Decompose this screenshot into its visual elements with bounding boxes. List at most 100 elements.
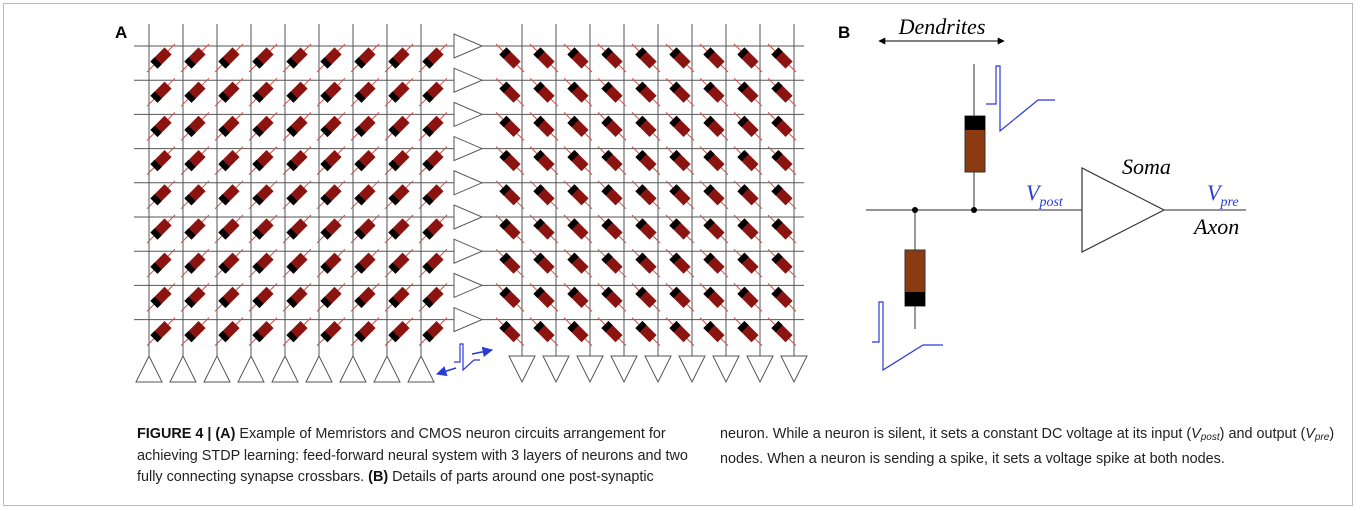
- memristor: [150, 149, 172, 172]
- memristor: [567, 286, 589, 309]
- memristor-cap: [669, 218, 681, 230]
- memristor-cap: [567, 286, 579, 299]
- memristor: [218, 149, 240, 172]
- memristor: [669, 47, 691, 69]
- memristor-cap: [771, 218, 783, 230]
- memristor-cap: [703, 115, 715, 128]
- caption-vpost-v: V: [1191, 426, 1201, 442]
- memristor-cap: [388, 194, 400, 206]
- memristor: [499, 47, 521, 69]
- memristor: [601, 184, 623, 206]
- memristor-cap: [635, 81, 647, 93]
- memristor: [669, 81, 691, 103]
- memristor: [150, 320, 172, 343]
- memristor-cap: [703, 218, 715, 230]
- memristor: [737, 115, 759, 138]
- memristor: [703, 149, 725, 172]
- middle-neuron: [453, 238, 484, 264]
- memristor-cap: [635, 149, 647, 162]
- memristor: [601, 320, 623, 343]
- memristor: [422, 47, 444, 69]
- memristor-cap: [286, 57, 298, 69]
- input-neuron: [339, 354, 367, 383]
- memristor: [635, 218, 657, 240]
- memristor: [354, 115, 376, 138]
- memristor-cap: [601, 286, 613, 299]
- upper-spike-waveform: [986, 65, 1055, 133]
- memristor-cap: [771, 149, 783, 162]
- memristor-cap: [601, 149, 613, 162]
- memristor-cap: [388, 91, 400, 103]
- memristor-cap: [737, 47, 749, 59]
- memristor-cap: [422, 159, 434, 172]
- memristor: [422, 149, 444, 172]
- memristor-cap: [737, 286, 749, 299]
- memristor-crossbar: [134, 24, 808, 384]
- memristor: [388, 115, 410, 138]
- input-neuron: [237, 354, 265, 383]
- memristor: [737, 47, 759, 69]
- memristor-cap: [286, 228, 298, 240]
- memristor-cap: [567, 47, 579, 59]
- memristor: [320, 115, 342, 138]
- memristor: [354, 320, 376, 343]
- memristor-cap: [737, 252, 749, 264]
- memristor: [354, 218, 376, 240]
- memristor-cap: [601, 218, 613, 230]
- memristor-cap: [669, 286, 681, 299]
- memristor: [150, 115, 172, 138]
- memristor: [635, 320, 657, 343]
- memristor: [669, 286, 691, 309]
- figure-number: FIGURE 4 |: [137, 426, 216, 442]
- memristor: [635, 149, 657, 172]
- memristor-cap: [635, 252, 647, 264]
- memristor: [669, 184, 691, 206]
- memristor: [320, 286, 342, 309]
- memristor: [499, 252, 521, 274]
- memristor: [184, 320, 206, 343]
- memristor: [771, 252, 793, 274]
- memristor-cap: [422, 91, 434, 103]
- middle-neuron: [453, 135, 484, 162]
- memristor: [635, 47, 657, 69]
- memristor-cap: [150, 228, 162, 240]
- memristor: [320, 47, 342, 69]
- memristor-cap: [218, 228, 230, 240]
- memristor-cap: [150, 262, 162, 274]
- memristor: [771, 286, 793, 309]
- memristor: [601, 47, 623, 69]
- memristor: [388, 320, 410, 343]
- memristor-cap: [218, 125, 230, 138]
- memristor-cap: [601, 320, 613, 333]
- memristor: [703, 47, 725, 69]
- v-pre-label: Vpre: [1207, 180, 1239, 210]
- input-neuron: [203, 354, 231, 383]
- memristor: [737, 252, 759, 274]
- memristor: [354, 252, 376, 274]
- memristor-cap: [567, 320, 579, 333]
- memristor: [499, 286, 521, 309]
- memristor: [499, 149, 521, 172]
- soma-triangle: [1081, 167, 1166, 253]
- memristor: [320, 252, 342, 274]
- memristor-cap: [218, 57, 230, 69]
- memristor-cap: [533, 184, 545, 196]
- memristor-cap: [533, 81, 545, 93]
- memristor-cap: [184, 91, 196, 103]
- memristor: [150, 81, 172, 103]
- memristor-cap: [150, 194, 162, 206]
- memristor-cap: [533, 115, 545, 128]
- memristor: [635, 81, 657, 103]
- memristor-cap: [703, 286, 715, 299]
- memristor-cap: [320, 125, 332, 138]
- memristor-cap: [320, 228, 332, 240]
- memristor-cap: [286, 159, 298, 172]
- memristor: [388, 252, 410, 274]
- memristor-cap: [354, 194, 366, 206]
- memristor-cap: [252, 228, 264, 240]
- memristor: [286, 184, 308, 206]
- memristor-cap: [771, 47, 783, 59]
- memristor-cap: [354, 57, 366, 69]
- output-neuron: [508, 355, 536, 384]
- memristor: [422, 218, 444, 240]
